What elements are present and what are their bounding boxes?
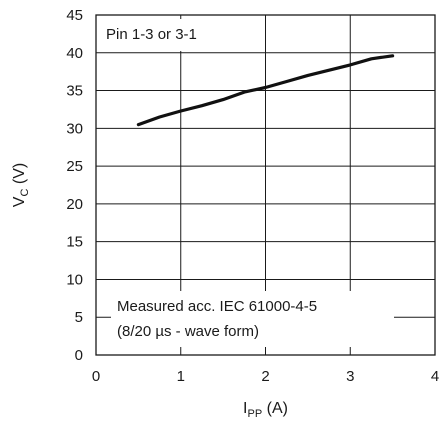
- pin-label: Pin 1-3 or 3-1: [106, 26, 197, 43]
- y-tick-label: 35: [66, 83, 83, 100]
- y-axis-label-main: V: [11, 196, 28, 207]
- y-axis-label-unit: (V): [11, 163, 28, 189]
- y-tick-label: 15: [66, 234, 83, 251]
- y-tick-label: 20: [66, 196, 83, 213]
- x-tick-label: 2: [261, 368, 269, 385]
- pin-label-box: [98, 19, 248, 51]
- x-axis-label-unit: (A): [262, 400, 288, 417]
- y-tick-label: 30: [66, 120, 83, 137]
- y-tick-label: 45: [66, 7, 83, 24]
- y-tick-labels: 0 5 10 15 20 25 30 35 40 45: [66, 7, 83, 364]
- x-tick-label: 4: [431, 368, 439, 385]
- series-lines: [136, 54, 395, 127]
- y-tick-label: 25: [66, 158, 83, 175]
- x-axis-label-main: I: [243, 400, 247, 417]
- y-tick-label: 0: [75, 347, 83, 364]
- x-tick-label: 1: [177, 368, 185, 385]
- y-tick-label: 5: [75, 309, 83, 326]
- x-axis-label: IPP (A): [243, 400, 288, 420]
- measurement-note-line1: Measured acc. IEC 61000-4-5: [117, 298, 317, 315]
- y-tick-label: 10: [66, 271, 83, 288]
- x-tick-label: 3: [346, 368, 354, 385]
- y-axis-label-sub: C: [19, 189, 31, 197]
- x-axis-label-sub: PP: [247, 408, 262, 420]
- x-tick-labels: 0 1 2 3 4: [92, 368, 439, 385]
- x-tick-label: 0: [92, 368, 100, 385]
- measurement-note-line2: (8/20 µs - wave form): [117, 323, 259, 340]
- series-line: [136, 54, 395, 127]
- plot-frame: [95, 14, 436, 356]
- measurement-note-box: [111, 291, 394, 347]
- y-tick-label: 40: [66, 45, 83, 62]
- y-axis-label: VC (V): [11, 163, 31, 207]
